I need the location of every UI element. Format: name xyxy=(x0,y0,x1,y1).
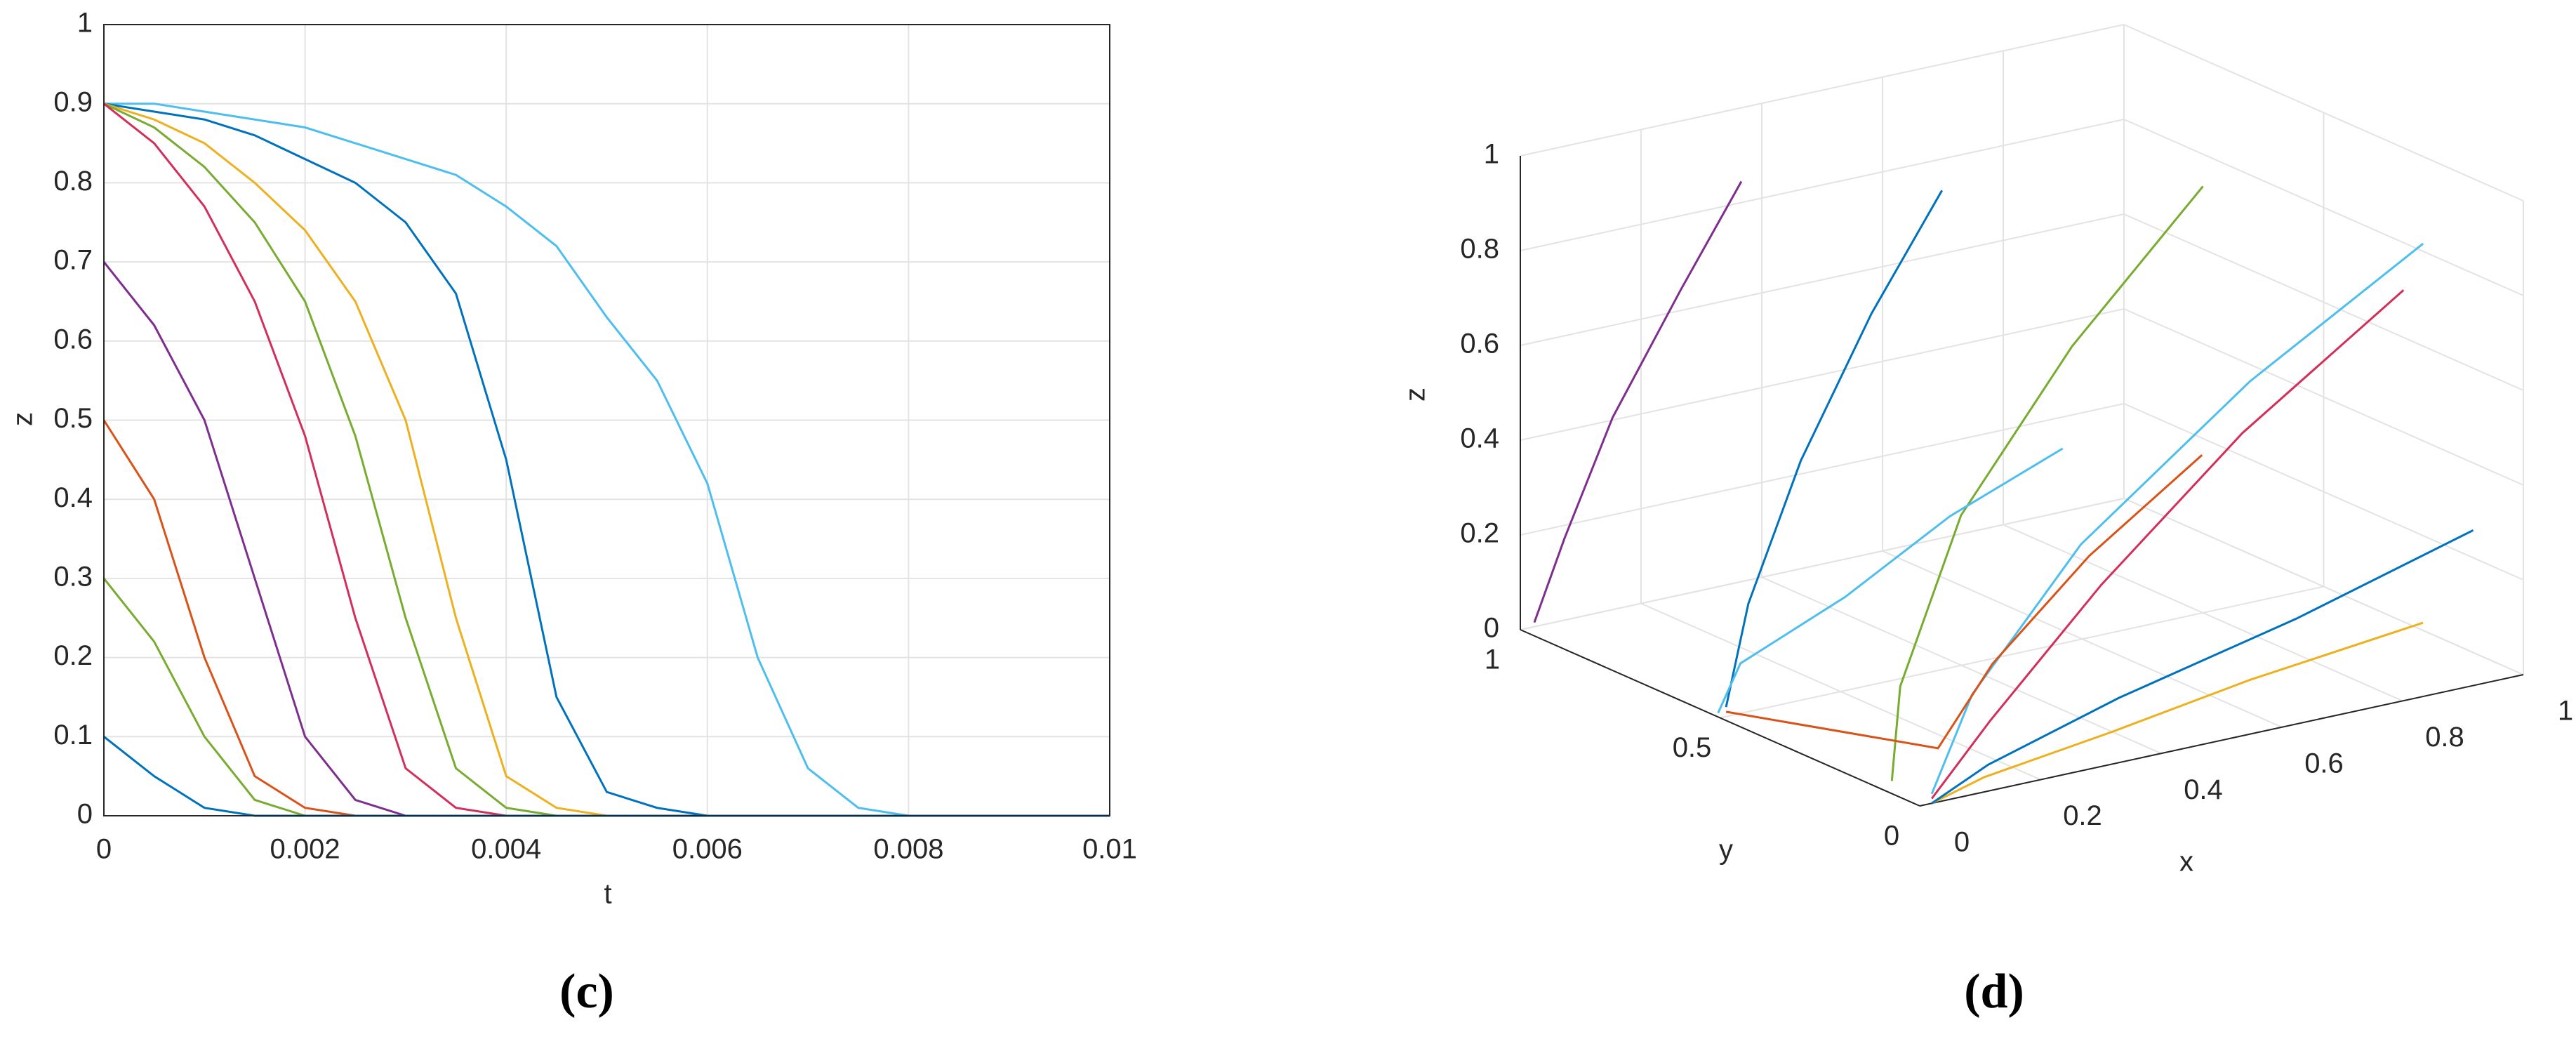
data-line xyxy=(1725,190,1944,708)
data-line xyxy=(102,261,1110,817)
x-tick-label: 0.008 xyxy=(873,834,943,865)
z-tick-label: 1 xyxy=(1484,139,1499,170)
y-tick-label: 0.1 xyxy=(53,720,93,750)
y-tick-label: 0.5 xyxy=(1673,732,1712,763)
y-tick-label: 0.3 xyxy=(53,561,93,592)
data-line xyxy=(103,102,1110,817)
grid-line xyxy=(2123,213,2524,391)
grid-line xyxy=(2123,119,2524,296)
data-line xyxy=(1533,180,1743,623)
y-axis-label: y xyxy=(1719,835,1733,866)
data-line xyxy=(104,102,1110,817)
data-line xyxy=(1890,185,2204,781)
data-line xyxy=(1931,289,2405,800)
x-axis-label: t xyxy=(604,879,611,910)
grid-line xyxy=(2123,498,2524,675)
grid-line xyxy=(2123,24,2524,201)
x-tick-label: 0.4 xyxy=(2184,774,2223,805)
grid-line xyxy=(1520,24,2125,157)
grid-line xyxy=(2123,403,2524,581)
x-tick-label: 0.6 xyxy=(2304,748,2344,779)
x-tick-label: 0.006 xyxy=(672,834,743,865)
grid-line xyxy=(1520,119,2125,251)
y-tick-label: 0.7 xyxy=(53,245,93,276)
grid-line xyxy=(2123,308,2524,486)
z-tick-label: 0.4 xyxy=(1460,423,1499,454)
x-tick-label: 1 xyxy=(2558,696,2573,727)
caption: (c) xyxy=(559,965,614,1019)
grid-line xyxy=(1520,498,2125,630)
x-tick-label: 0 xyxy=(1954,827,1970,858)
axis-line xyxy=(1919,674,2524,807)
y-tick-label: 0.5 xyxy=(53,403,93,434)
y-tick-label: 0.8 xyxy=(53,166,93,197)
axis-line xyxy=(1520,629,1920,807)
y-tick-label: 0 xyxy=(1884,821,1899,852)
data-line xyxy=(102,577,1110,817)
x-tick-label: 0.2 xyxy=(2063,800,2102,831)
x-tick-label: 0.004 xyxy=(471,834,541,865)
data-line xyxy=(102,419,1110,817)
y-tick-label: 0.4 xyxy=(53,482,93,513)
y-tick-label: 1 xyxy=(1485,644,1500,675)
z-tick-label: 0.8 xyxy=(1460,234,1499,265)
y-tick-label: 1 xyxy=(77,8,93,39)
data-line xyxy=(103,102,1110,817)
y-tick-label: 0 xyxy=(77,799,93,830)
grid-line xyxy=(1720,585,2324,719)
data-line xyxy=(1717,447,2064,714)
y-axis-label: z xyxy=(8,412,39,426)
data-line xyxy=(1930,242,2424,795)
caption: (d) xyxy=(1964,965,2024,1019)
x-tick-label: 0.002 xyxy=(270,834,340,865)
y-tick-label: 0.2 xyxy=(53,640,93,671)
x-tick-label: 0.8 xyxy=(2425,722,2464,753)
z-tick-label: 0.6 xyxy=(1460,329,1499,359)
x-tick-label: 0.01 xyxy=(1082,834,1137,865)
grid-line xyxy=(1520,213,2125,346)
grid-line xyxy=(1520,308,2125,441)
z-tick-label: 0.2 xyxy=(1460,518,1499,549)
data-line xyxy=(1931,621,2424,805)
axes-box xyxy=(103,24,1110,816)
z-tick-label: 0 xyxy=(1484,613,1499,644)
x-tick-label: 0 xyxy=(96,834,112,865)
z-axis-label: z xyxy=(1400,388,1431,402)
data-line xyxy=(1931,529,2474,805)
y-tick-label: 0.6 xyxy=(53,324,93,355)
y-tick-label: 0.9 xyxy=(53,86,93,117)
grid-line xyxy=(1520,403,2125,536)
data-line xyxy=(1725,454,2203,750)
data-line xyxy=(103,102,1110,817)
x-axis-label: x xyxy=(2179,847,2193,878)
data-line xyxy=(103,102,1110,817)
